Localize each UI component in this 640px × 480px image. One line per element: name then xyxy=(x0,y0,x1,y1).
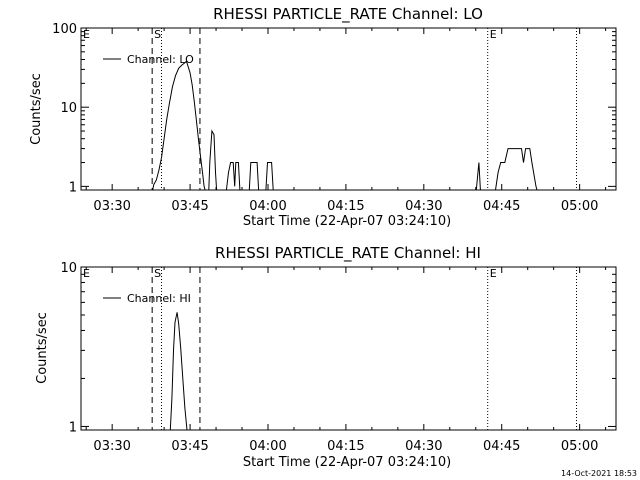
x-tick-label-lo: 04:15 xyxy=(327,199,364,214)
y-tick-label-hi: 1 xyxy=(69,420,77,435)
x-tick-label-hi: 04:30 xyxy=(405,439,442,454)
x-tick-label-hi: 04:00 xyxy=(249,439,286,454)
plot-marks-lo: 03:30 03:45 04:00 04:15 04:30 04:45 05:00 1 10 10… xyxy=(52,22,616,214)
x-tick-label-hi: 04:45 xyxy=(483,439,520,454)
legend-label-hi: Channel: HI xyxy=(127,292,191,305)
plot-frame-hi xyxy=(80,266,617,431)
x-axis-label-hi: Start Time (22-Apr-07 03:24:10) xyxy=(243,455,451,470)
y-axis-label-lo: Counts/sec xyxy=(29,73,44,145)
data-series-line-lo xyxy=(265,162,274,191)
x-tick-label-hi: 05:00 xyxy=(561,439,598,454)
data-series-line-lo xyxy=(248,162,260,191)
y-axis-label-hi: Counts/sec xyxy=(35,312,50,384)
plot-marks-hi: 03:30 03:45 04:00 04:15 04:30 04:45 05:00 1 10 E S… xyxy=(60,261,616,454)
x-tick-label-lo: 05:00 xyxy=(561,199,598,214)
data-series-line-hi xyxy=(169,312,188,431)
x-tick-label-hi: 04:15 xyxy=(327,439,364,454)
legend-hi: Channel: HI xyxy=(103,292,191,305)
x-tick-label-lo: 04:00 xyxy=(249,199,286,214)
chart-title-lo: RHESSI PARTICLE_RATE Channel: LO xyxy=(213,5,483,24)
plot-frame-lo xyxy=(80,27,617,191)
y-tick-label-hi: 10 xyxy=(60,261,77,276)
event-marker-label-hi: S xyxy=(154,267,161,280)
data-series-line-lo xyxy=(208,129,218,191)
y-tick-label-lo: 100 xyxy=(52,22,77,37)
event-marker-label-lo: S xyxy=(154,28,161,41)
x-tick-label-lo: 04:30 xyxy=(405,199,442,214)
event-marker-label-hi: E xyxy=(490,267,497,280)
legend-lo: Channel: LO xyxy=(103,53,194,66)
legend-label-lo: Channel: LO xyxy=(127,53,194,66)
chart-panel-hi: RHESSI PARTICLE_RATE Channel: HI 03:30 03… xyxy=(35,244,617,470)
event-marker-label-lo: E xyxy=(83,28,90,41)
data-series-line-lo xyxy=(152,60,206,191)
chart-panel-lo: RHESSI PARTICLE_RATE Channel: LO 03:30 03… xyxy=(29,5,617,229)
x-axis-label-lo: Start Time (22-Apr-07 03:24:10) xyxy=(243,214,451,229)
event-marker-label-lo: E xyxy=(490,28,497,41)
x-tick-label-lo: 04:45 xyxy=(483,199,520,214)
y-tick-label-lo: 10 xyxy=(60,101,77,116)
data-series-line-lo xyxy=(475,162,481,191)
x-tick-label-lo: 03:45 xyxy=(171,199,208,214)
y-tick-label-lo: 1 xyxy=(69,180,77,195)
footer-timestamp: 14-Oct-2021 18:53 xyxy=(561,469,637,478)
data-series-line-lo xyxy=(495,148,538,191)
x-tick-label-lo: 03:30 xyxy=(93,199,130,214)
x-tick-label-hi: 03:45 xyxy=(171,439,208,454)
x-tick-label-hi: 03:30 xyxy=(93,439,130,454)
chart-title-hi: RHESSI PARTICLE_RATE Channel: HI xyxy=(215,244,481,263)
event-marker-label-hi: E xyxy=(83,267,90,280)
data-series-line-lo xyxy=(225,162,241,191)
